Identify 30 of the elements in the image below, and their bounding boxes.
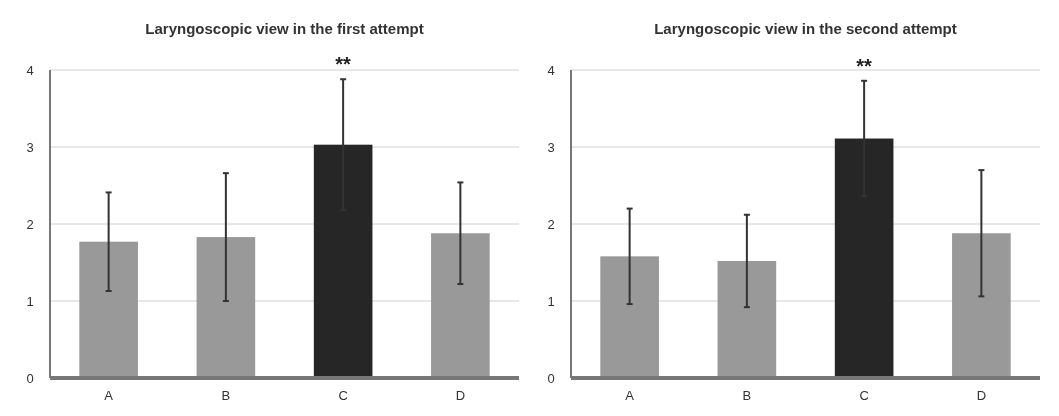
bar (313, 144, 373, 378)
y-tick-label: 3 (547, 139, 555, 155)
bar (600, 256, 659, 378)
y-tick-label: 4 (547, 62, 555, 78)
x-tick-label: A (104, 388, 114, 403)
bar (834, 138, 894, 378)
chart-title: Laryngoscopic view in the first attempt (145, 20, 424, 37)
bar (196, 237, 256, 378)
bar (79, 241, 138, 378)
bar (952, 233, 1011, 378)
y-tick-label: 1 (547, 293, 555, 309)
y-tick-label: 2 (547, 216, 555, 232)
x-tick-label: D (455, 388, 466, 403)
y-tick-label: 0 (547, 370, 555, 386)
annotation: ** (335, 53, 352, 76)
y-tick-label: 1 (26, 293, 34, 309)
chart-title: Laryngoscopic view in the second attempt (654, 20, 957, 37)
x-tick-label: A (625, 388, 635, 403)
bar (717, 260, 777, 378)
x-tick-label: B (742, 388, 752, 403)
bar (431, 233, 490, 378)
x-tick-label: C (859, 388, 869, 403)
y-tick-label: 2 (26, 216, 34, 232)
x-tick-label: D (976, 388, 987, 403)
y-tick-label: 4 (26, 62, 34, 78)
y-tick-label: 3 (26, 139, 34, 155)
annotation: ** (856, 54, 873, 77)
y-tick-label: 0 (26, 370, 34, 386)
x-tick-label: B (221, 388, 231, 403)
x-tick-label: C (338, 388, 348, 403)
